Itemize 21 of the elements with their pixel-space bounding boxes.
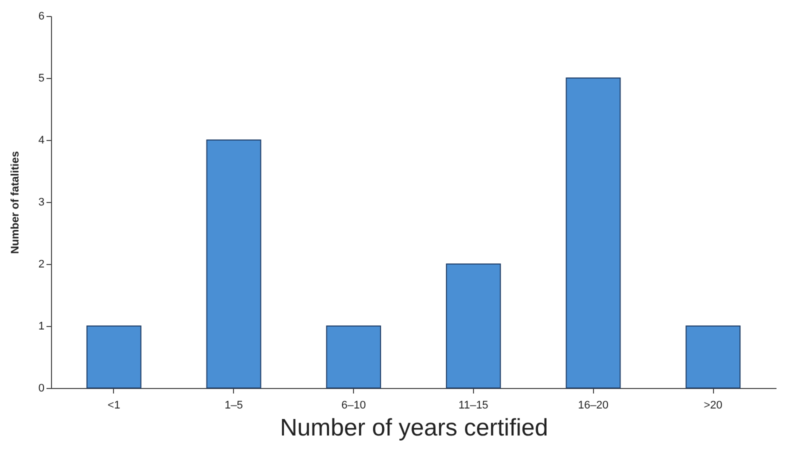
x-tick-label: 6–10	[341, 400, 366, 412]
x-tick-label: 1–5	[224, 400, 243, 412]
bar	[206, 140, 262, 388]
bar	[326, 326, 382, 388]
bar	[86, 326, 142, 388]
y-tick-label: 5	[38, 72, 44, 84]
x-axis-title: Number of years certified	[280, 414, 548, 442]
bar	[446, 264, 501, 388]
y-tick-label: 0	[38, 382, 44, 394]
y-tick-label: 3	[38, 196, 44, 208]
bar	[566, 78, 621, 388]
y-tick-label: 2	[38, 258, 44, 270]
x-tick-label: <1	[108, 400, 120, 412]
y-axis-title: Number of fatalities	[9, 151, 22, 254]
bar	[686, 326, 741, 388]
x-tick-label: 16–20	[578, 400, 609, 412]
x-tick-label: >20	[704, 400, 722, 412]
y-tick-label: 1	[38, 320, 44, 332]
x-tick-label: 11–15	[458, 400, 488, 412]
y-tick-label: 6	[38, 10, 44, 22]
y-tick-label: 4	[38, 134, 44, 146]
